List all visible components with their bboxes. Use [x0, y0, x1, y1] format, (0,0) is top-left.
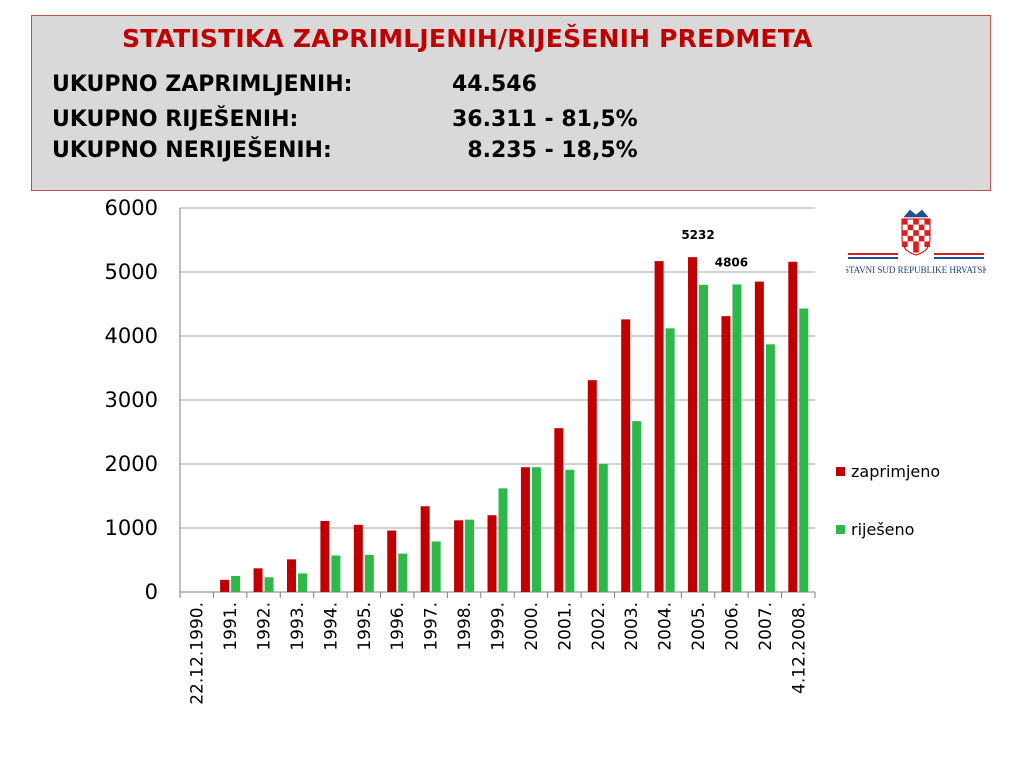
stat-resolved-value: 36.311 - 81,5%: [452, 107, 638, 132]
bar-received: [621, 319, 631, 592]
y-tick-label: 2000: [105, 452, 158, 476]
bar-received: [754, 281, 764, 592]
stat-received-value: 44.546: [452, 72, 537, 97]
data-label: 4806: [715, 255, 748, 269]
y-tick-label: 3000: [105, 388, 158, 412]
legend-label-received: zaprimjeno: [851, 462, 941, 481]
bar-resolved: [799, 308, 809, 592]
stat-unresolved-label: UKUPNO NERIJEŠENIH:: [52, 138, 332, 163]
bar-resolved: [331, 555, 341, 592]
x-tick-label: 1998.: [455, 602, 475, 651]
x-tick-label: 1996.: [388, 602, 408, 651]
bar-resolved: [632, 421, 642, 592]
x-tick-label: 1991.: [221, 602, 241, 651]
x-tick-label: 4.12.2008.: [789, 602, 809, 694]
bar-received: [788, 261, 798, 592]
bar-resolved: [765, 344, 775, 592]
bar-resolved: [364, 554, 374, 592]
bar-received: [454, 520, 464, 592]
stat-unresolved-value: 8.235 - 18,5%: [452, 138, 638, 163]
bar-resolved: [665, 328, 675, 592]
x-tick-label: 1997.: [422, 602, 442, 651]
x-tick-label: 2006.: [722, 602, 742, 651]
croatian-coat-of-arms-icon: [901, 209, 931, 256]
x-tick-label: 2002.: [589, 602, 609, 651]
legend-swatch-received: [836, 467, 845, 476]
bar-received: [320, 520, 330, 592]
bar-resolved: [297, 573, 307, 592]
x-tick-label: 2004.: [656, 602, 676, 651]
bar-resolved: [565, 469, 575, 592]
bar-received: [286, 559, 296, 592]
y-tick-label: 4000: [105, 324, 158, 348]
bar-resolved: [398, 553, 408, 592]
bar-received: [654, 261, 664, 592]
court-logo: USTAVNI SUD REPUBLIKE HRVATSKE: [838, 207, 995, 279]
bar-resolved: [699, 284, 709, 592]
bar-resolved: [498, 488, 508, 592]
x-tick-label: 2001.: [555, 602, 575, 651]
bar-received: [554, 428, 564, 592]
x-tick-label: 22.12.1990.: [188, 602, 208, 705]
bar-resolved: [598, 464, 608, 592]
x-tick-label: 1992.: [255, 602, 275, 651]
bar-received: [420, 506, 430, 592]
bar-received: [520, 467, 530, 592]
y-tick-label: 5000: [105, 260, 158, 284]
page-title: STATISTIKA ZAPRIMLJENIH/RIJEŠENIH PREDME…: [122, 24, 813, 53]
legend-item-resolved: riješeno: [836, 520, 914, 539]
logo-caption: USTAVNI SUD REPUBLIKE HRVATSKE: [846, 265, 986, 275]
legend-item-received: zaprimjeno: [836, 462, 940, 481]
bar-received: [353, 524, 363, 592]
bar-received: [487, 515, 497, 592]
flag-stripes: [848, 253, 984, 259]
legend-swatch-resolved: [836, 525, 845, 534]
legend-label-resolved: riješeno: [851, 520, 915, 539]
y-tick-label: 6000: [105, 196, 158, 220]
bar-resolved: [431, 541, 441, 592]
stat-resolved-label: UKUPNO RIJEŠENIH:: [52, 107, 299, 132]
bar-received: [253, 568, 263, 592]
summary-box: STATISTIKA ZAPRIMLJENIH/RIJEŠENIH PREDME…: [31, 15, 991, 191]
stat-received-label: UKUPNO ZAPRIMLJENIH:: [52, 72, 353, 97]
bar-received: [587, 380, 597, 592]
x-tick-label: 1993.: [288, 602, 308, 651]
x-tick-label: 1994.: [321, 602, 341, 651]
bar-resolved: [732, 284, 742, 592]
x-tick-label: 2005.: [689, 602, 709, 651]
bar-resolved: [264, 577, 274, 592]
bar-received: [721, 316, 731, 592]
bar-received: [387, 530, 397, 592]
bar-resolved: [231, 576, 241, 592]
bar-received: [220, 579, 230, 592]
data-label: 5232: [681, 228, 714, 242]
x-tick-label: 2000.: [522, 602, 542, 651]
x-tick-label: 2007.: [756, 602, 776, 651]
x-tick-label: 2003.: [622, 602, 642, 651]
bar-resolved: [531, 467, 541, 592]
y-tick-label: 1000: [105, 516, 158, 540]
x-tick-label: 1995.: [355, 602, 375, 651]
y-tick-label: 0: [145, 580, 158, 604]
bar-resolved: [465, 519, 475, 592]
bar-received: [688, 257, 698, 592]
x-tick-label: 1999.: [489, 602, 509, 651]
